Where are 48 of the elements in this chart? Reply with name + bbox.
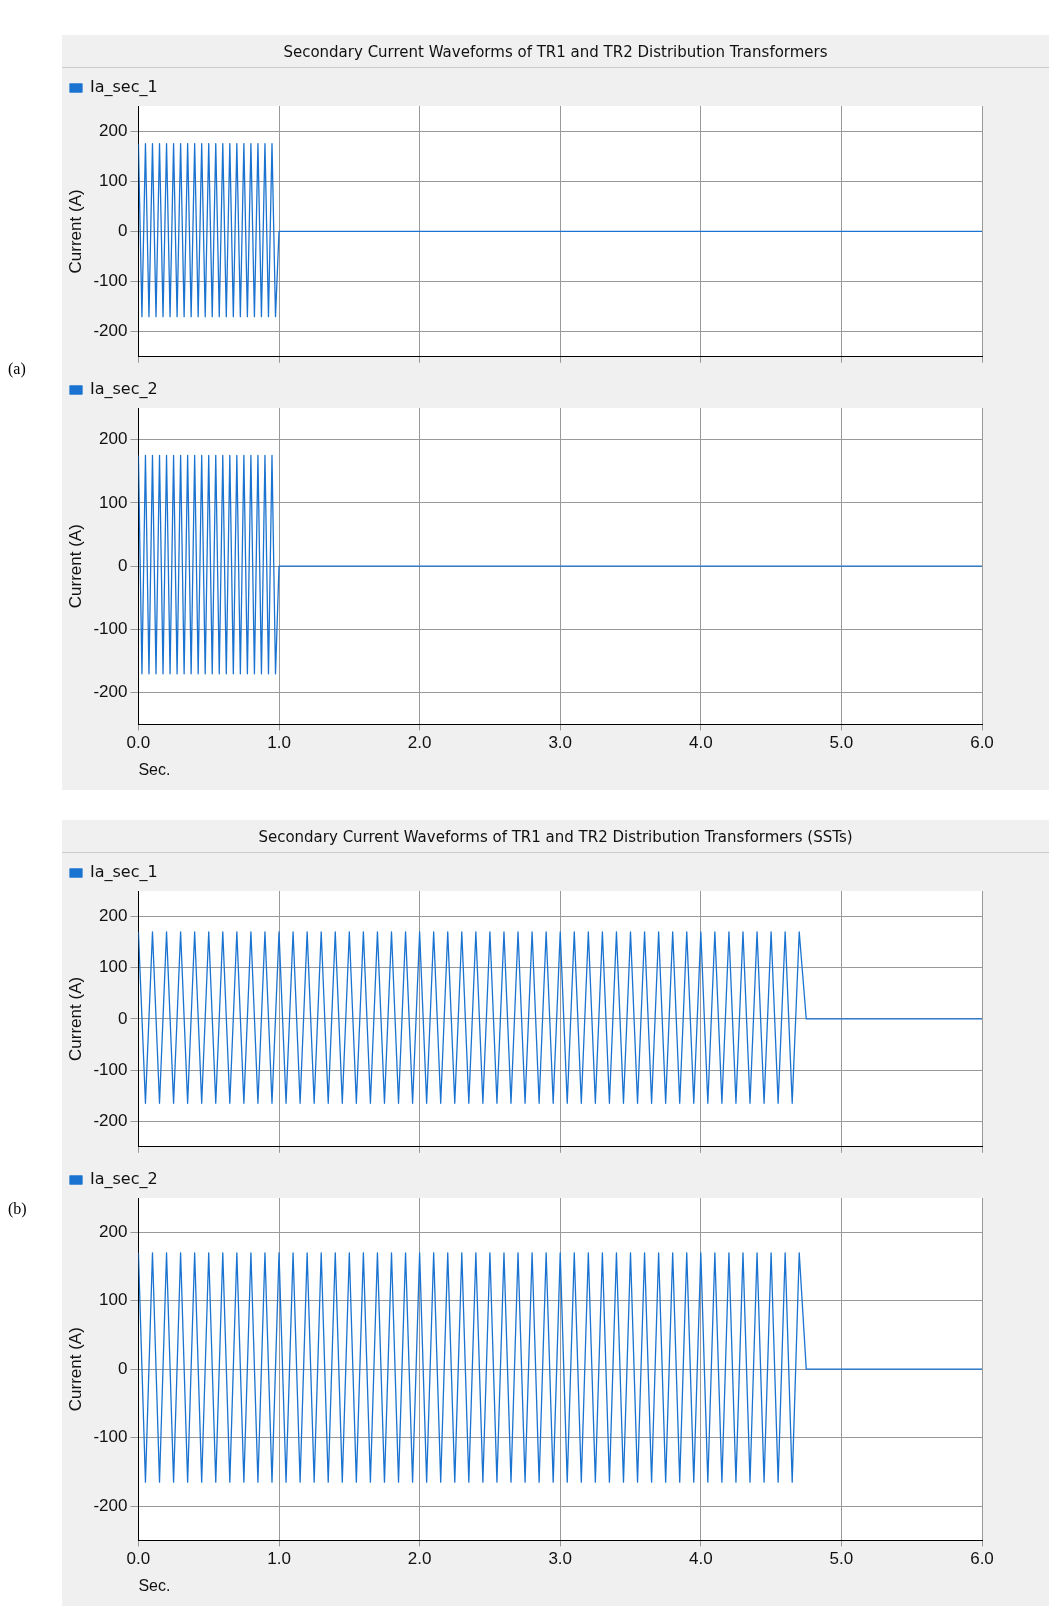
y-tick-label: -200	[93, 321, 128, 341]
y-tick-label: 0	[117, 221, 128, 241]
y-tick-label: 100	[99, 492, 128, 512]
y-tick-label: -100	[93, 1059, 128, 1079]
y-tick-label: -100	[93, 619, 128, 639]
x-tick-label: 0.0	[126, 733, 151, 753]
legend-label: Ia_sec_1	[90, 77, 158, 98]
x-tick-label: 6.0	[970, 733, 994, 753]
text: (b)	[8, 1200, 27, 1218]
y-tick-label: 200	[99, 906, 128, 926]
y-tick-label: -100	[93, 271, 128, 291]
x-tick-label: 2.0	[407, 733, 432, 753]
y-tick-label: -200	[93, 1110, 128, 1130]
x-tick-label: 5.0	[829, 733, 854, 753]
y-tick-label: 200	[99, 429, 128, 449]
x-tick-label: 4.0	[688, 733, 713, 753]
x-tick-label: 1.0	[267, 1549, 291, 1569]
legend-label: Ia_sec_1	[90, 862, 158, 883]
x-axis-title: Sec.	[138, 1576, 171, 1594]
y-tick-label: -200	[93, 682, 128, 702]
y-tick-label: 0	[117, 1358, 128, 1378]
y-tick-label: 100	[99, 170, 128, 190]
legend-label: Ia_sec_2	[90, 379, 158, 400]
x-tick-label: 3.0	[548, 733, 573, 753]
x-tick-label: 0.0	[126, 1549, 151, 1569]
x-tick-label: 4.0	[688, 1549, 713, 1569]
y-tick-label: 100	[99, 957, 128, 977]
text: (a)	[8, 360, 26, 378]
chart-title: Secondary Current Waveforms of TR1 and TR2 Distribution Transformers	[62, 35, 1049, 68]
y-axis-title: Current (A)	[65, 976, 85, 1061]
y-tick-label: -200	[93, 1495, 128, 1515]
y-tick-label: 0	[117, 1008, 128, 1028]
x-tick-label: 6.0	[970, 1549, 994, 1569]
y-tick-label: -100	[93, 1427, 128, 1447]
legend-label: Ia_sec_2	[90, 1169, 158, 1190]
x-axis-title: Sec.	[138, 760, 171, 778]
x-tick-label: 2.0	[407, 1549, 432, 1569]
x-tick-label: 3.0	[548, 1549, 573, 1569]
y-tick-label: 200	[99, 1221, 128, 1241]
x-tick-label: 1.0	[267, 733, 291, 753]
chart-title: Secondary Current Waveforms of TR1 and TR2 Distribution Transformers (SSTs)	[62, 820, 1049, 853]
y-axis-title: Current (A)	[65, 1327, 85, 1412]
y-axis-title: Current (A)	[65, 189, 85, 274]
y-tick-label: 0	[117, 555, 128, 575]
y-tick-label: 200	[99, 120, 128, 140]
x-tick-label: 5.0	[829, 1549, 854, 1569]
y-tick-label: 100	[99, 1290, 128, 1310]
y-axis-title: Current (A)	[65, 524, 85, 609]
